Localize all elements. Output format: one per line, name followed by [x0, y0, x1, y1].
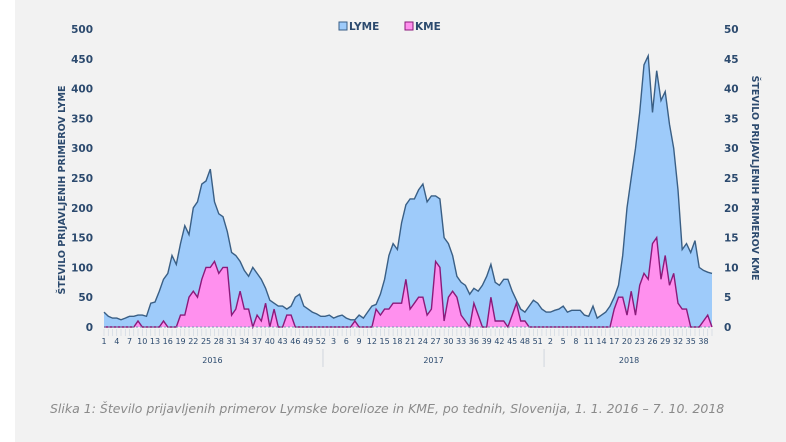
x-tick-label: 32 [673, 337, 683, 346]
year-label: 2018 [619, 356, 639, 365]
x-tick-label: 51 [533, 337, 543, 346]
x-tick-label: 3 [331, 337, 336, 346]
x-tick-label: 48 [520, 337, 530, 346]
y-axis-title-right: ŠTEVILO PRIJAVLJENIH PRIMEROV KME [749, 76, 761, 281]
y-tick-left: 450 [71, 54, 93, 66]
x-tick-label: 18 [392, 337, 402, 346]
x-tick-label: 4 [114, 337, 119, 346]
y-tick-left: 350 [71, 113, 93, 125]
x-tick-label: 17 [609, 337, 619, 346]
x-tick-label: 30 [443, 337, 453, 346]
y-tick-right: 10 [724, 262, 739, 274]
y-tick-left: 50 [78, 292, 93, 304]
y-tick-left: 500 [71, 24, 93, 36]
year-label: 2016 [202, 356, 222, 365]
x-tick-label: 28 [214, 337, 224, 346]
x-tick-label: 40 [265, 337, 275, 346]
x-tick-label: 52 [316, 337, 326, 346]
legend-swatch-kme [404, 21, 414, 31]
x-tick-label: 12 [367, 337, 377, 346]
x-tick-label: 45 [507, 337, 517, 346]
x-tick-label: 27 [431, 337, 441, 346]
line-lyme [103, 53, 713, 321]
x-tick-label: 20 [622, 337, 632, 346]
y-tick-right: 0 [724, 322, 731, 334]
x-tick-label: 14 [596, 337, 606, 346]
x-tick-label: 22 [188, 337, 198, 346]
area-kme [104, 237, 712, 327]
x-tick-label: 34 [239, 337, 249, 346]
figure-caption: Slika 1: Število prijavljenih primerov L… [50, 401, 725, 416]
y-tick-left: 200 [71, 203, 93, 215]
y-tick-left: 250 [71, 173, 93, 185]
x-tick-label: 5 [561, 337, 566, 346]
x-tick-label: 39 [482, 337, 492, 346]
area-lyme [104, 55, 712, 328]
legend-swatch-lyme [338, 21, 348, 31]
y-tick-left: 300 [71, 143, 93, 155]
x-tick-label: 10 [137, 337, 147, 346]
line-kme [104, 235, 713, 330]
x-tick-label: 43 [277, 337, 287, 346]
x-tick-label: 6 [344, 337, 349, 346]
y-tick-right: 20 [724, 203, 739, 215]
x-tick-label: 7 [127, 337, 132, 346]
x-tick-label: 26 [647, 337, 657, 346]
x-tick-label: 21 [405, 337, 415, 346]
x-tick-label: 38 [698, 337, 708, 346]
x-tick-label: 15 [380, 337, 390, 346]
y-tick-left: 150 [71, 233, 93, 245]
x-tick-label: 29 [660, 337, 670, 346]
x-tick-label: 16 [163, 337, 173, 346]
legend-label-kme: KME [415, 21, 441, 33]
y-tick-right: 30 [724, 143, 739, 155]
year-label: 2017 [423, 356, 443, 365]
x-tick-label: 9 [357, 337, 362, 346]
y-tick-left: 100 [71, 262, 93, 274]
legend: LYME KME [338, 21, 441, 33]
y-tick-right: 35 [724, 113, 739, 125]
legend-label-lyme: LYME [349, 21, 379, 33]
y-tick-left: 0 [86, 322, 93, 334]
x-tick-label: 37 [252, 337, 262, 346]
x-tick-label: 46 [290, 337, 300, 346]
x-tick-label: 35 [686, 337, 696, 346]
x-tick-label: 23 [635, 337, 645, 346]
x-tick-label: 49 [303, 337, 313, 346]
x-tick-label: 36 [469, 337, 479, 346]
x-tick-label: 24 [418, 337, 428, 346]
y-tick-right: 15 [724, 233, 739, 245]
x-tick-label: 42 [494, 337, 504, 346]
y-tick-left: 400 [71, 84, 93, 96]
y-tick-right: 25 [724, 173, 739, 185]
y-tick-right: 50 [724, 24, 739, 36]
x-tick-label: 33 [456, 337, 466, 346]
x-tick-label: 25 [201, 337, 211, 346]
y-tick-right: 40 [724, 84, 739, 96]
x-tick-label: 11 [584, 337, 594, 346]
x-tick-label: 19 [175, 337, 185, 346]
x-tick-label: 31 [226, 337, 236, 346]
x-tick-label: 8 [573, 337, 578, 346]
x-tick-label: 13 [150, 337, 160, 346]
y-tick-right: 5 [724, 292, 731, 304]
x-tick-label: 1 [101, 337, 106, 346]
y-axis-title-left: ŠTEVILO PRIJAVLJENIH PRIMEROV LYME [56, 86, 68, 295]
y-tick-right: 45 [724, 54, 739, 66]
x-tick-label: 2 [548, 337, 553, 346]
